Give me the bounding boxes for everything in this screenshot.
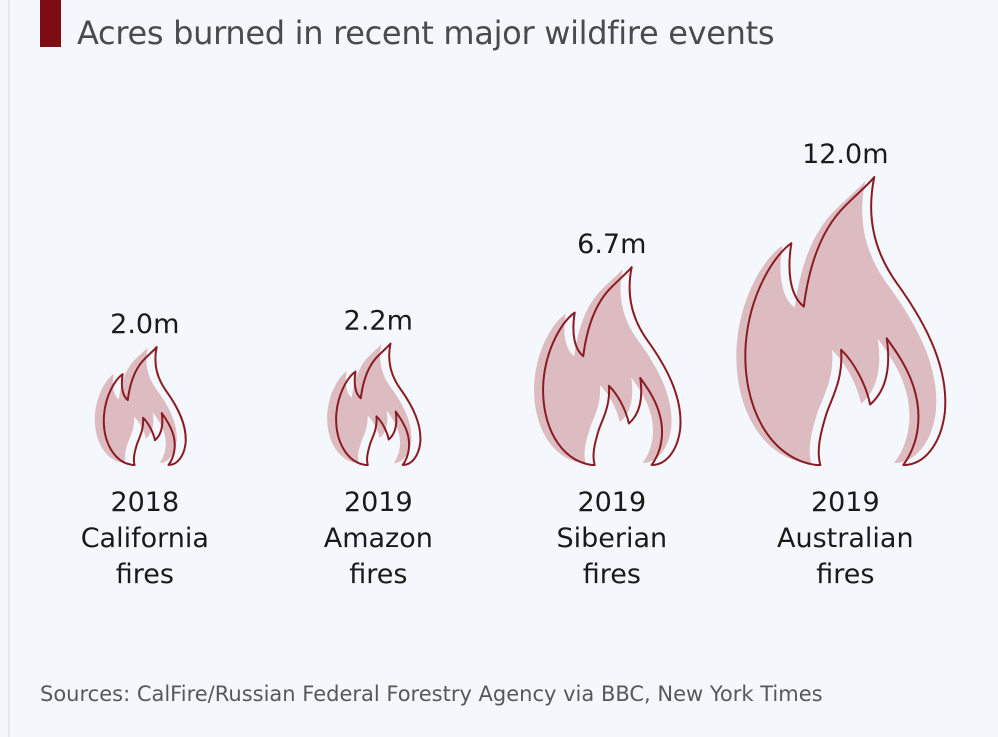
category-label: California [81, 523, 209, 554]
category-label: 2019 [577, 487, 646, 518]
left-border [8, 0, 10, 737]
chart-title: Acres burned in recent major wildfire ev… [77, 14, 775, 52]
value-label: 2.0m [110, 309, 179, 340]
category-label: 2018 [110, 487, 179, 518]
category-label: Amazon [324, 523, 433, 554]
title-accent-bar [40, 0, 61, 47]
flame-shadow-2 [534, 269, 672, 463]
category-label: 2019 [344, 487, 413, 518]
category-label: Australian [777, 523, 914, 554]
value-label: 12.0m [802, 139, 888, 170]
category-label: Siberian [556, 523, 667, 554]
flame-icon [744, 176, 947, 466]
category-label: fires [816, 559, 874, 590]
category-label: fires [349, 559, 407, 590]
flame-icon [542, 266, 682, 466]
category-label: fires [583, 559, 641, 590]
category-label: fires [116, 559, 174, 590]
value-label: 2.2m [344, 306, 413, 337]
source-note: Sources: CalFire/Russian Federal Forestr… [40, 682, 823, 706]
flame-shadow-1 [327, 344, 412, 463]
flame-shadow-0 [94, 347, 177, 463]
flame-shadow-3 [736, 180, 937, 463]
flame-icon [335, 342, 422, 466]
value-label: 6.7m [577, 229, 646, 260]
category-label: 2019 [811, 487, 880, 518]
flame-icon [102, 346, 187, 466]
